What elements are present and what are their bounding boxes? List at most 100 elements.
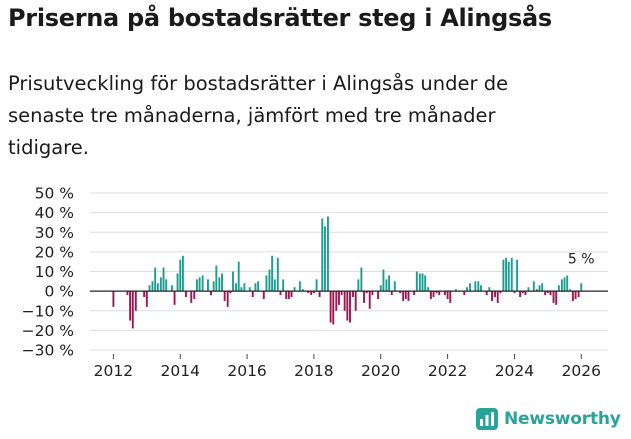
bar bbox=[338, 291, 340, 305]
bar bbox=[318, 291, 321, 298]
bar bbox=[563, 277, 566, 292]
bar bbox=[151, 281, 154, 292]
bar bbox=[435, 291, 438, 294]
bar bbox=[446, 291, 449, 299]
bar bbox=[329, 291, 332, 323]
bar bbox=[279, 291, 282, 296]
bar bbox=[485, 291, 488, 296]
bar bbox=[496, 291, 499, 303]
chart-bars bbox=[112, 216, 583, 329]
bar bbox=[352, 291, 354, 298]
bar bbox=[343, 291, 346, 311]
y-tick-label: 40 % bbox=[35, 204, 74, 222]
bar bbox=[293, 287, 296, 292]
bar bbox=[555, 291, 558, 305]
y-tick-label: 20 % bbox=[35, 243, 74, 261]
bar bbox=[198, 277, 201, 292]
bar bbox=[126, 291, 129, 296]
page-subtitle: Prisutveckling för bostadsrätter i Aling… bbox=[8, 72, 509, 159]
bar bbox=[474, 281, 477, 292]
bar bbox=[131, 291, 134, 329]
bar bbox=[557, 285, 560, 292]
bar bbox=[527, 287, 530, 292]
x-tick-label: 2026 bbox=[562, 362, 601, 380]
bar bbox=[415, 271, 418, 292]
bar bbox=[273, 279, 276, 292]
bar bbox=[574, 291, 577, 299]
bar bbox=[235, 283, 237, 292]
bar bbox=[494, 291, 496, 298]
x-tick-label: 2022 bbox=[428, 362, 467, 380]
bar bbox=[290, 291, 293, 298]
newsworthy-logo[interactable]: Newsworthy bbox=[476, 408, 621, 430]
bar bbox=[463, 291, 466, 296]
bar bbox=[162, 267, 165, 292]
bar bbox=[521, 291, 524, 294]
y-tick-label: 10 % bbox=[35, 263, 74, 281]
bar bbox=[469, 283, 471, 292]
bar bbox=[552, 291, 555, 303]
bar bbox=[134, 291, 137, 311]
bar bbox=[560, 279, 563, 292]
bar bbox=[240, 287, 243, 292]
bar bbox=[449, 291, 452, 303]
bar bbox=[129, 291, 132, 321]
bar bbox=[371, 291, 374, 296]
bar bbox=[421, 273, 424, 292]
bar bbox=[226, 291, 229, 307]
bar bbox=[418, 273, 421, 292]
bar bbox=[159, 277, 162, 292]
bar bbox=[176, 273, 179, 292]
bar bbox=[407, 291, 410, 301]
bar bbox=[282, 279, 285, 292]
bar bbox=[519, 291, 522, 298]
bar bbox=[535, 289, 538, 292]
bar bbox=[143, 291, 146, 298]
bar bbox=[268, 269, 271, 292]
x-tick-label: 2020 bbox=[361, 362, 400, 380]
brand-name: Newsworthy bbox=[504, 409, 621, 429]
bar bbox=[505, 257, 508, 292]
bar bbox=[184, 291, 187, 298]
bar bbox=[201, 275, 204, 292]
bar bbox=[237, 261, 240, 292]
bar bbox=[346, 291, 349, 321]
y-tick-label: −10 % bbox=[22, 302, 74, 320]
bar bbox=[165, 279, 168, 292]
bar bbox=[382, 269, 385, 292]
bar bbox=[276, 257, 279, 292]
bar bbox=[393, 281, 396, 292]
bar bbox=[377, 291, 380, 299]
bar bbox=[365, 291, 368, 294]
bar bbox=[399, 291, 402, 294]
bar bbox=[438, 291, 441, 296]
bar bbox=[265, 275, 268, 292]
bar bbox=[549, 291, 552, 296]
bar bbox=[271, 255, 274, 292]
bar bbox=[229, 291, 232, 294]
bar bbox=[546, 291, 549, 294]
bar bbox=[232, 271, 234, 292]
bar bbox=[429, 291, 432, 299]
bar bbox=[257, 281, 260, 292]
bar bbox=[544, 291, 547, 296]
bar bbox=[210, 291, 212, 296]
bar bbox=[491, 291, 493, 301]
bar bbox=[538, 285, 541, 292]
bar bbox=[466, 287, 468, 292]
bar bbox=[170, 285, 173, 292]
bar bbox=[218, 277, 221, 292]
y-tick-label: 0 % bbox=[44, 283, 74, 301]
bar bbox=[402, 291, 405, 301]
x-tick-label: 2016 bbox=[227, 362, 266, 380]
chart-annotation: 5 % bbox=[568, 251, 595, 267]
x-tick-label: 2012 bbox=[94, 362, 133, 380]
bar bbox=[379, 285, 382, 292]
bar bbox=[390, 291, 393, 296]
bar bbox=[262, 291, 265, 299]
bar bbox=[321, 218, 324, 292]
bar bbox=[298, 281, 301, 292]
x-tick-label: 2024 bbox=[495, 362, 534, 380]
bar bbox=[315, 279, 318, 292]
bar bbox=[212, 281, 215, 292]
